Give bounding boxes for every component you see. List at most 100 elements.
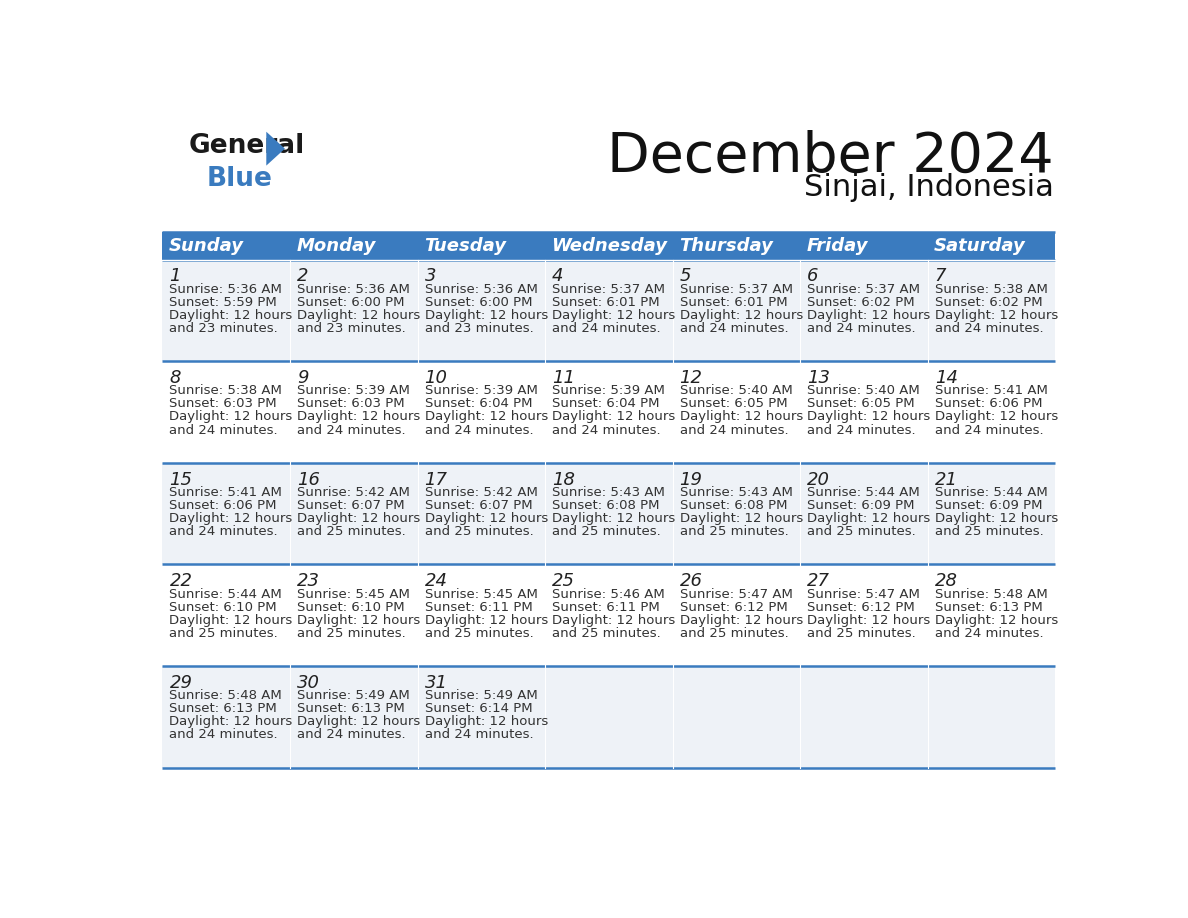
Text: Sunrise: 5:42 AM: Sunrise: 5:42 AM bbox=[424, 486, 537, 498]
Text: Sunset: 6:06 PM: Sunset: 6:06 PM bbox=[935, 397, 1042, 410]
Text: and 23 minutes.: and 23 minutes. bbox=[297, 322, 406, 335]
Text: Sunset: 6:00 PM: Sunset: 6:00 PM bbox=[424, 296, 532, 308]
Bar bbox=[672, 361, 801, 463]
Text: Daylight: 12 hours: Daylight: 12 hours bbox=[424, 308, 548, 322]
Text: 3: 3 bbox=[424, 267, 436, 285]
Text: Friday: Friday bbox=[807, 237, 868, 254]
Text: Monday: Monday bbox=[296, 237, 375, 254]
Bar bbox=[417, 260, 545, 361]
Text: 20: 20 bbox=[807, 471, 830, 488]
Text: 19: 19 bbox=[680, 471, 702, 488]
Text: Daylight: 12 hours: Daylight: 12 hours bbox=[170, 715, 292, 728]
Text: Sunset: 6:00 PM: Sunset: 6:00 PM bbox=[297, 296, 404, 308]
Bar bbox=[545, 260, 672, 361]
Text: 29: 29 bbox=[170, 674, 192, 692]
Text: Sunset: 6:03 PM: Sunset: 6:03 PM bbox=[170, 397, 277, 410]
Text: and 24 minutes.: and 24 minutes. bbox=[552, 322, 661, 335]
Text: and 25 minutes.: and 25 minutes. bbox=[680, 627, 789, 640]
Text: Wednesday: Wednesday bbox=[551, 237, 668, 254]
Text: Sunrise: 5:45 AM: Sunrise: 5:45 AM bbox=[297, 588, 410, 600]
Text: and 25 minutes.: and 25 minutes. bbox=[170, 627, 278, 640]
Text: 31: 31 bbox=[424, 674, 448, 692]
Text: Sunrise: 5:48 AM: Sunrise: 5:48 AM bbox=[170, 689, 283, 702]
Text: Daylight: 12 hours: Daylight: 12 hours bbox=[552, 410, 675, 423]
Bar bbox=[545, 232, 672, 260]
Text: and 25 minutes.: and 25 minutes. bbox=[297, 525, 406, 538]
Text: and 25 minutes.: and 25 minutes. bbox=[807, 627, 916, 640]
Text: Sunrise: 5:48 AM: Sunrise: 5:48 AM bbox=[935, 588, 1048, 600]
Text: and 24 minutes.: and 24 minutes. bbox=[170, 729, 278, 742]
Text: Sunday: Sunday bbox=[169, 237, 244, 254]
Text: Sunrise: 5:38 AM: Sunrise: 5:38 AM bbox=[170, 385, 283, 397]
Bar bbox=[290, 666, 417, 767]
Bar bbox=[672, 232, 801, 260]
Text: Sunset: 6:13 PM: Sunset: 6:13 PM bbox=[170, 702, 277, 715]
Text: Sunrise: 5:49 AM: Sunrise: 5:49 AM bbox=[297, 689, 410, 702]
Text: Sunrise: 5:37 AM: Sunrise: 5:37 AM bbox=[680, 283, 792, 296]
Bar bbox=[163, 361, 290, 463]
Polygon shape bbox=[266, 131, 285, 165]
Text: Sunrise: 5:37 AM: Sunrise: 5:37 AM bbox=[552, 283, 665, 296]
Text: Sunrise: 5:36 AM: Sunrise: 5:36 AM bbox=[424, 283, 537, 296]
Text: Sunset: 6:06 PM: Sunset: 6:06 PM bbox=[170, 499, 277, 512]
Text: 30: 30 bbox=[297, 674, 320, 692]
Text: and 23 minutes.: and 23 minutes. bbox=[424, 322, 533, 335]
Text: 15: 15 bbox=[170, 471, 192, 488]
Text: Sunset: 6:10 PM: Sunset: 6:10 PM bbox=[297, 600, 405, 613]
Text: 17: 17 bbox=[424, 471, 448, 488]
Bar bbox=[928, 260, 1055, 361]
Text: 12: 12 bbox=[680, 369, 702, 386]
Text: Sunset: 6:07 PM: Sunset: 6:07 PM bbox=[424, 499, 532, 512]
Bar bbox=[290, 260, 417, 361]
Text: Sunrise: 5:47 AM: Sunrise: 5:47 AM bbox=[680, 588, 792, 600]
Text: December 2024: December 2024 bbox=[607, 129, 1054, 184]
Text: 8: 8 bbox=[170, 369, 181, 386]
Text: 16: 16 bbox=[297, 471, 320, 488]
Text: Sunset: 6:03 PM: Sunset: 6:03 PM bbox=[297, 397, 405, 410]
Bar bbox=[801, 666, 928, 767]
Bar bbox=[417, 232, 545, 260]
Bar bbox=[801, 565, 928, 666]
Text: Daylight: 12 hours: Daylight: 12 hours bbox=[807, 308, 930, 322]
Text: Sunrise: 5:45 AM: Sunrise: 5:45 AM bbox=[424, 588, 537, 600]
Text: Daylight: 12 hours: Daylight: 12 hours bbox=[935, 410, 1059, 423]
Text: Sunrise: 5:43 AM: Sunrise: 5:43 AM bbox=[552, 486, 665, 498]
Text: Sunrise: 5:40 AM: Sunrise: 5:40 AM bbox=[807, 385, 920, 397]
Text: and 24 minutes.: and 24 minutes. bbox=[935, 627, 1043, 640]
Text: Sunrise: 5:36 AM: Sunrise: 5:36 AM bbox=[297, 283, 410, 296]
Text: Sunset: 6:07 PM: Sunset: 6:07 PM bbox=[297, 499, 405, 512]
Text: Tuesday: Tuesday bbox=[424, 237, 506, 254]
Text: Sunrise: 5:46 AM: Sunrise: 5:46 AM bbox=[552, 588, 665, 600]
Text: Sunset: 6:01 PM: Sunset: 6:01 PM bbox=[680, 296, 788, 308]
Bar bbox=[545, 565, 672, 666]
Text: Sunrise: 5:38 AM: Sunrise: 5:38 AM bbox=[935, 283, 1048, 296]
Text: Sunset: 6:02 PM: Sunset: 6:02 PM bbox=[807, 296, 915, 308]
Text: Sunrise: 5:37 AM: Sunrise: 5:37 AM bbox=[807, 283, 921, 296]
Text: Sunset: 6:05 PM: Sunset: 6:05 PM bbox=[807, 397, 915, 410]
Text: Sunset: 6:12 PM: Sunset: 6:12 PM bbox=[807, 600, 915, 613]
Text: and 25 minutes.: and 25 minutes. bbox=[935, 525, 1043, 538]
Bar bbox=[928, 361, 1055, 463]
Text: and 24 minutes.: and 24 minutes. bbox=[297, 729, 405, 742]
Text: Sunset: 6:14 PM: Sunset: 6:14 PM bbox=[424, 702, 532, 715]
Bar bbox=[928, 232, 1055, 260]
Text: Sunrise: 5:40 AM: Sunrise: 5:40 AM bbox=[680, 385, 792, 397]
Bar bbox=[801, 232, 928, 260]
Text: Daylight: 12 hours: Daylight: 12 hours bbox=[552, 614, 675, 627]
Text: 6: 6 bbox=[807, 267, 819, 285]
Text: and 24 minutes.: and 24 minutes. bbox=[680, 423, 788, 437]
Text: Sunrise: 5:39 AM: Sunrise: 5:39 AM bbox=[297, 385, 410, 397]
Text: Sunrise: 5:47 AM: Sunrise: 5:47 AM bbox=[807, 588, 920, 600]
Text: Sunset: 6:13 PM: Sunset: 6:13 PM bbox=[297, 702, 405, 715]
Text: General: General bbox=[189, 133, 305, 159]
Bar bbox=[417, 463, 545, 565]
Text: Sunrise: 5:44 AM: Sunrise: 5:44 AM bbox=[807, 486, 920, 498]
Text: Sunset: 6:12 PM: Sunset: 6:12 PM bbox=[680, 600, 788, 613]
Text: Sunrise: 5:39 AM: Sunrise: 5:39 AM bbox=[552, 385, 665, 397]
Bar bbox=[163, 260, 290, 361]
Bar bbox=[545, 361, 672, 463]
Text: Sunset: 6:13 PM: Sunset: 6:13 PM bbox=[935, 600, 1042, 613]
Text: Sunset: 6:09 PM: Sunset: 6:09 PM bbox=[935, 499, 1042, 512]
Text: Sunrise: 5:36 AM: Sunrise: 5:36 AM bbox=[170, 283, 283, 296]
Text: Sunset: 6:11 PM: Sunset: 6:11 PM bbox=[424, 600, 532, 613]
